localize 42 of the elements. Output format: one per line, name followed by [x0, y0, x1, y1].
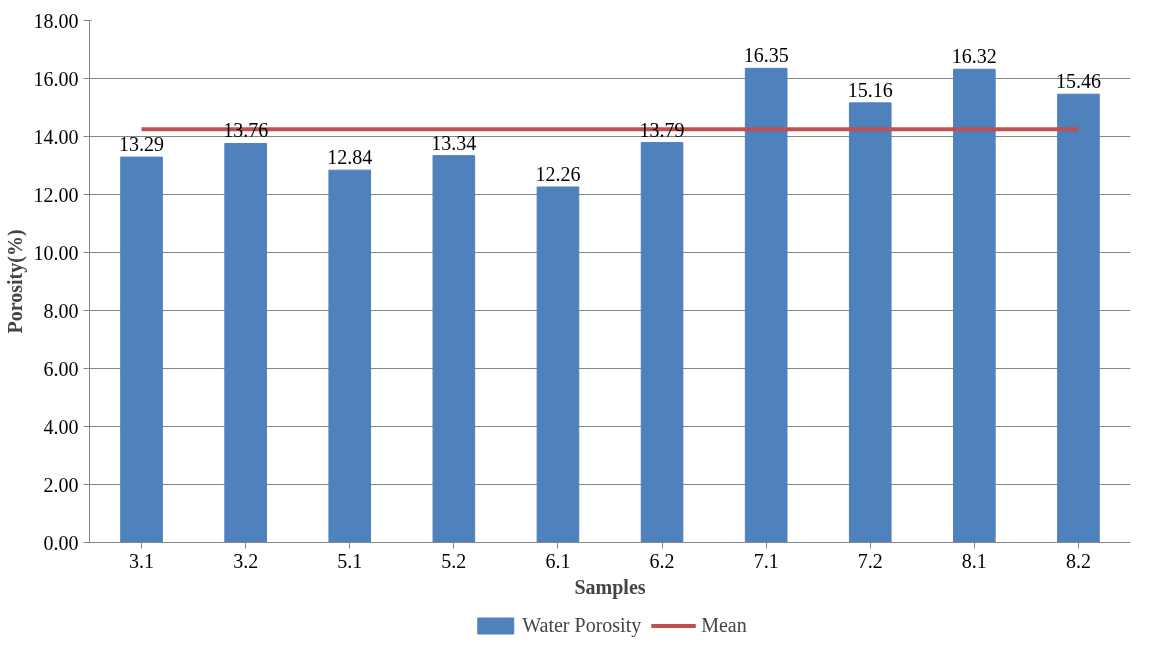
data-label: 12.26 [535, 162, 581, 185]
y-tick-label: 2.00 [43, 473, 79, 496]
bar [640, 142, 684, 543]
x-tick-label: 5.1 [337, 549, 363, 572]
y-tick-label: 14.00 [33, 125, 79, 148]
legend-label: Mean [701, 613, 747, 637]
bar [120, 156, 163, 543]
bar [953, 68, 996, 543]
data-label: 15.16 [847, 78, 893, 101]
data-label: 16.32 [951, 45, 997, 68]
x-tick-label: 3.2 [233, 549, 259, 572]
y-tick-label: 4.00 [43, 415, 79, 438]
bar [432, 155, 476, 543]
data-label: 13.29 [119, 133, 165, 156]
x-tick-label: 8.1 [961, 549, 987, 572]
y-tick-label: 12.00 [33, 183, 79, 206]
y-tick-label: 0.00 [43, 531, 79, 554]
x-tick-label: 7.2 [857, 549, 883, 572]
y-tick-label: 16.00 [33, 67, 79, 90]
x-tick-label: 7.1 [753, 549, 779, 572]
x-tick-label: 8.2 [1065, 549, 1091, 572]
bar [848, 102, 892, 543]
legend-label: Water Porosity [522, 613, 642, 637]
x-tick-label: 6.1 [545, 549, 571, 572]
y-axis-title: Porosity(%) [3, 229, 27, 334]
bar [328, 169, 372, 543]
x-axis-title: Samples [574, 575, 646, 599]
x-tick-label: 6.2 [649, 549, 675, 572]
bar [536, 186, 580, 543]
bar [224, 142, 267, 543]
x-tick-label: 5.2 [441, 549, 467, 572]
x-tick-label: 3.1 [129, 549, 155, 572]
y-tick-label: 8.00 [43, 299, 79, 322]
bar [744, 67, 788, 543]
y-tick-label: 6.00 [43, 357, 79, 380]
data-label: 16.35 [743, 44, 789, 67]
bar [1057, 93, 1100, 543]
data-label: 15.46 [1055, 70, 1101, 93]
y-tick-label: 10.00 [33, 241, 79, 264]
y-tick-label: 18.00 [33, 9, 79, 32]
data-label: 13.34 [431, 131, 477, 154]
data-label: 12.84 [327, 146, 373, 169]
